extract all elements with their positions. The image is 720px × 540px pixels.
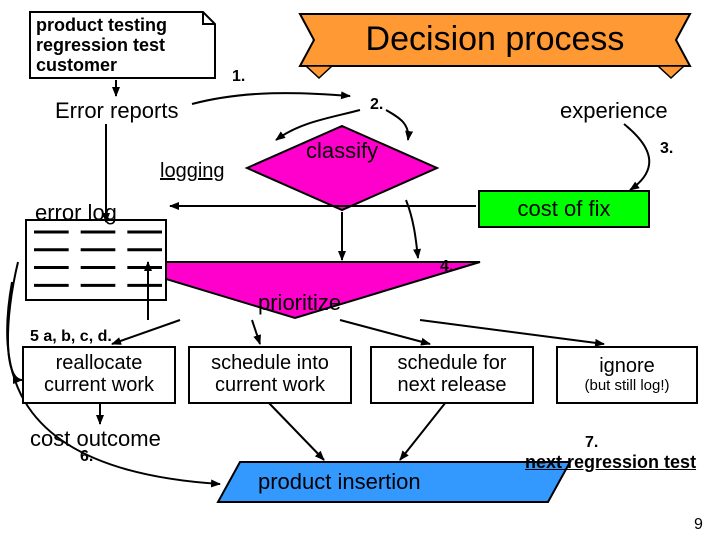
step-7: 7. xyxy=(585,434,598,452)
note-line: customer xyxy=(36,55,167,75)
option-schedule-next: schedule fornext release xyxy=(370,346,534,404)
error-log-label: error log xyxy=(35,200,117,226)
step-6: 6. xyxy=(80,448,93,466)
note-line: product testing xyxy=(36,15,167,35)
product-insertion-label: product insertion xyxy=(258,469,421,495)
prioritize-label: prioritize xyxy=(258,290,341,316)
logging-label: logging xyxy=(160,160,225,183)
option-reallocate: reallocatecurrent work xyxy=(22,346,176,404)
step-5: 5 a, b, c, d. xyxy=(30,328,112,346)
next-regression-label: next regression test xyxy=(525,452,696,473)
option-ignore: ignore(but still log!) xyxy=(556,346,698,404)
experience-label: experience xyxy=(560,98,668,124)
option-line: current work xyxy=(24,375,174,397)
option-line: schedule into xyxy=(190,353,350,375)
step-4: 4. xyxy=(440,258,453,276)
option-line: next release xyxy=(372,375,532,397)
sources-note: product testingregression testcustomer xyxy=(36,15,167,75)
cost-of-fix-box: cost of fix xyxy=(478,190,650,228)
option-schedule-current: schedule intocurrent work xyxy=(188,346,352,404)
classify-label: classify xyxy=(306,138,378,164)
step-3: 3. xyxy=(660,140,673,158)
option-line: (but still log!) xyxy=(558,378,696,394)
option-line: ignore xyxy=(558,356,696,378)
cost-outcome-label: cost outcome xyxy=(30,426,161,452)
step-2: 2. xyxy=(370,96,383,114)
page-number: 9 xyxy=(694,516,703,534)
option-line: reallocate xyxy=(24,353,174,375)
option-line: schedule for xyxy=(372,353,532,375)
option-line: current work xyxy=(190,375,350,397)
error-reports-label: Error reports xyxy=(55,98,178,124)
note-line: regression test xyxy=(36,35,167,55)
title: Decision process xyxy=(300,20,690,59)
step-1: 1. xyxy=(232,68,245,86)
